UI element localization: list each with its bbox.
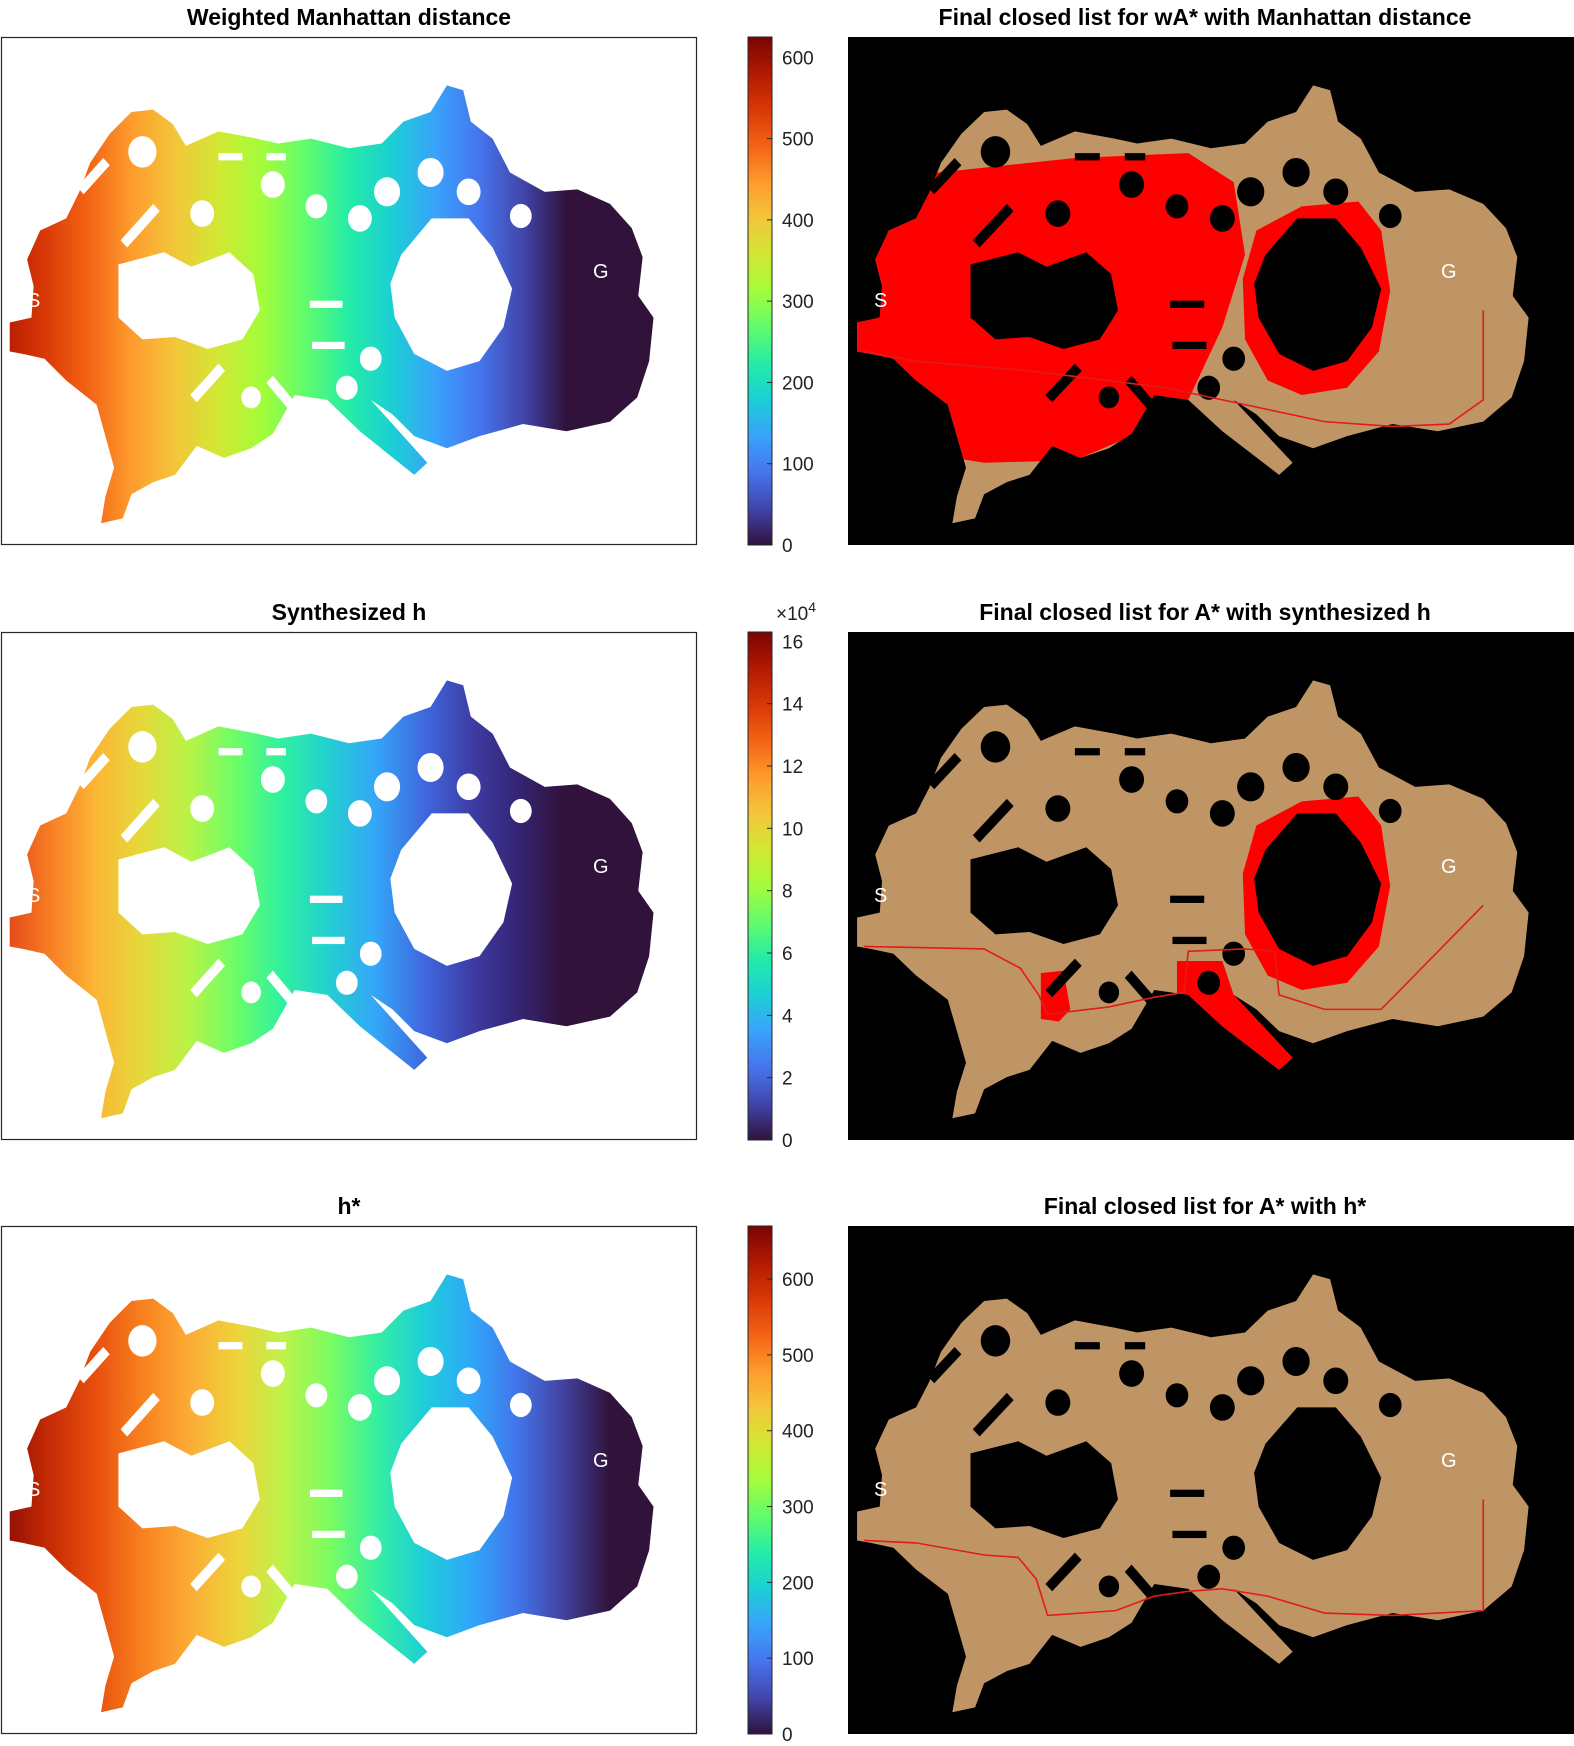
colorbar-tick-label: 0: [782, 1131, 793, 1152]
start-label: S: [874, 885, 887, 907]
heatmap-panel-1: S G Weighted Manhattan distance: [0, 4, 698, 546]
solution-path: [864, 310, 1483, 426]
closed-region-central-corridor-strips: [1040, 960, 1293, 1070]
colorbar-tick-label: 600: [782, 48, 814, 69]
colorbar-gradient: [747, 36, 773, 546]
colorbar-3: 0 100 200 300 400 500 600: [747, 1225, 814, 1746]
closed-list-panel-3: S G Final closed list for A* with h*: [848, 1193, 1574, 1734]
heatmap-panel-2: S G Synthesized h: [0, 599, 698, 1141]
goal-label: G: [1441, 1450, 1457, 1472]
goal-label: G: [593, 856, 609, 878]
start-label: S: [874, 1479, 887, 1501]
colorbar-tick-label: 10: [782, 819, 803, 840]
colorbar-tick-label: 6: [782, 944, 793, 965]
colorbar-tick-label: 200: [782, 1573, 814, 1594]
colorbar-tick-label: 300: [782, 1498, 814, 1519]
colorbar-tick-label: 16: [782, 632, 803, 653]
panel-title-3: Synthesized h: [272, 599, 427, 625]
colorbar-tick-label: 600: [782, 1270, 814, 1291]
colorbar-1: 0 100 200 300 400 500 600: [747, 36, 814, 557]
colorbar-tick-label: 400: [782, 1422, 814, 1443]
colorbar-tick-label: 100: [782, 1649, 814, 1670]
colorbar-gradient: [747, 1225, 773, 1735]
colorbar-tick-label: 500: [782, 130, 814, 151]
start-label: S: [27, 290, 40, 312]
start-label: S: [874, 290, 887, 312]
colorbar-tick-label: 500: [782, 1346, 814, 1367]
panel-title-6: Final closed list for A* with h*: [1044, 1193, 1367, 1219]
colorbar-gradient: [747, 631, 773, 1141]
start-label: S: [27, 1479, 40, 1501]
panel-title-4: Final closed list for A* with synthesize…: [979, 599, 1431, 625]
colorbar-2: 0 2 4 6 8 10 12 14 16 ×104: [747, 599, 816, 1152]
goal-label: G: [1441, 261, 1457, 283]
colorbar-exponent: ×104: [776, 599, 816, 625]
heatmap-panel-3: S Gh*: [0, 1193, 698, 1735]
colorbar-tick-label: 8: [782, 882, 793, 903]
closed-list-panel-1: S G Final closed list for wA* with Manhatt…: [848, 4, 1574, 545]
panel-title-2: Final closed list for wA* with Manhattan…: [939, 4, 1472, 30]
solution-path: [864, 905, 1483, 1014]
colorbar-tick-label: 2: [782, 1069, 793, 1090]
start-label: S: [27, 885, 40, 907]
panel-title-5: h*: [338, 1193, 361, 1219]
colorbar-tick-label: 400: [782, 211, 814, 232]
colorbar-tick-label: 300: [782, 292, 814, 313]
colorbar-tick-label: 0: [782, 536, 793, 557]
colorbar-tick-label: 0: [782, 1725, 793, 1746]
colorbar-tick-label: 100: [782, 455, 814, 476]
colorbar-tick-label: 4: [782, 1006, 793, 1027]
colorbar-tick-label: 14: [782, 695, 804, 716]
goal-label: G: [593, 1450, 609, 1472]
goal-label: G: [593, 261, 609, 283]
colorbar-tick-label: 200: [782, 373, 814, 394]
colorbar-tick-label: 12: [782, 757, 803, 778]
goal-label: G: [1441, 856, 1457, 878]
solution-path: [864, 1499, 1483, 1615]
panel-title-1: Weighted Manhattan distance: [187, 4, 511, 30]
closed-list-panel-2: S G Final closed list for A* with synthesi…: [848, 599, 1574, 1140]
